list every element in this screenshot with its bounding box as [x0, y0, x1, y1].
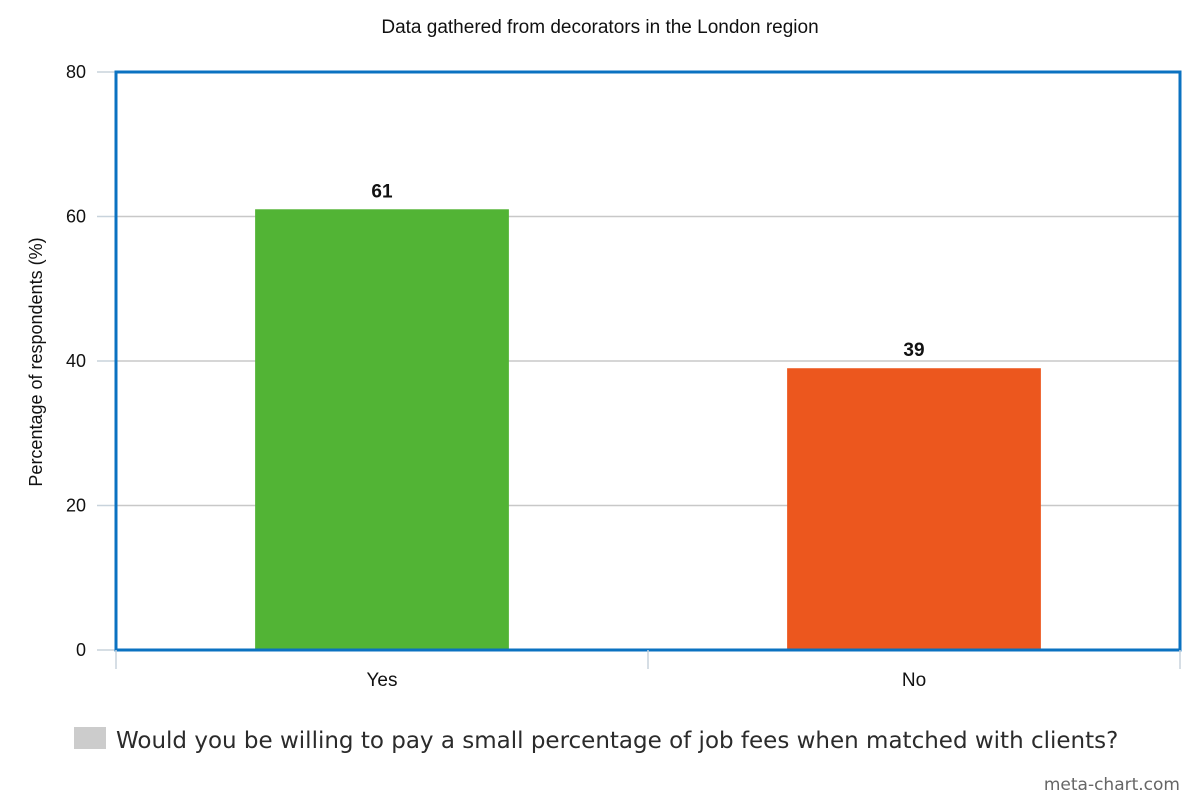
chart-title: Data gathered from decorators in the Lon… — [381, 17, 818, 38]
bars — [255, 209, 1041, 650]
legend-label: Would you be willing to pay a small perc… — [116, 728, 1118, 754]
y-tick-label: 60 — [66, 207, 86, 227]
y-tick-label: 80 — [66, 62, 86, 82]
data-label: 39 — [903, 340, 924, 361]
credit-text: meta-chart.com — [1044, 775, 1180, 795]
data-label: 61 — [371, 181, 393, 202]
y-axis-ticks: 0 20 40 60 80 — [66, 62, 116, 660]
x-tick-label: Yes — [367, 670, 398, 691]
x-axis: Yes No — [115, 650, 1181, 691]
legend-swatch — [74, 727, 106, 749]
x-tick-label: No — [902, 670, 926, 691]
y-tick-label: 40 — [66, 351, 86, 371]
y-tick-label: 0 — [76, 640, 86, 660]
y-tick-label: 20 — [66, 496, 86, 516]
data-labels: 61 39 — [371, 181, 924, 361]
y-axis-label: Percentage of respondents (%) — [26, 237, 46, 486]
bar-yes — [255, 209, 509, 650]
bar-no — [787, 368, 1041, 650]
